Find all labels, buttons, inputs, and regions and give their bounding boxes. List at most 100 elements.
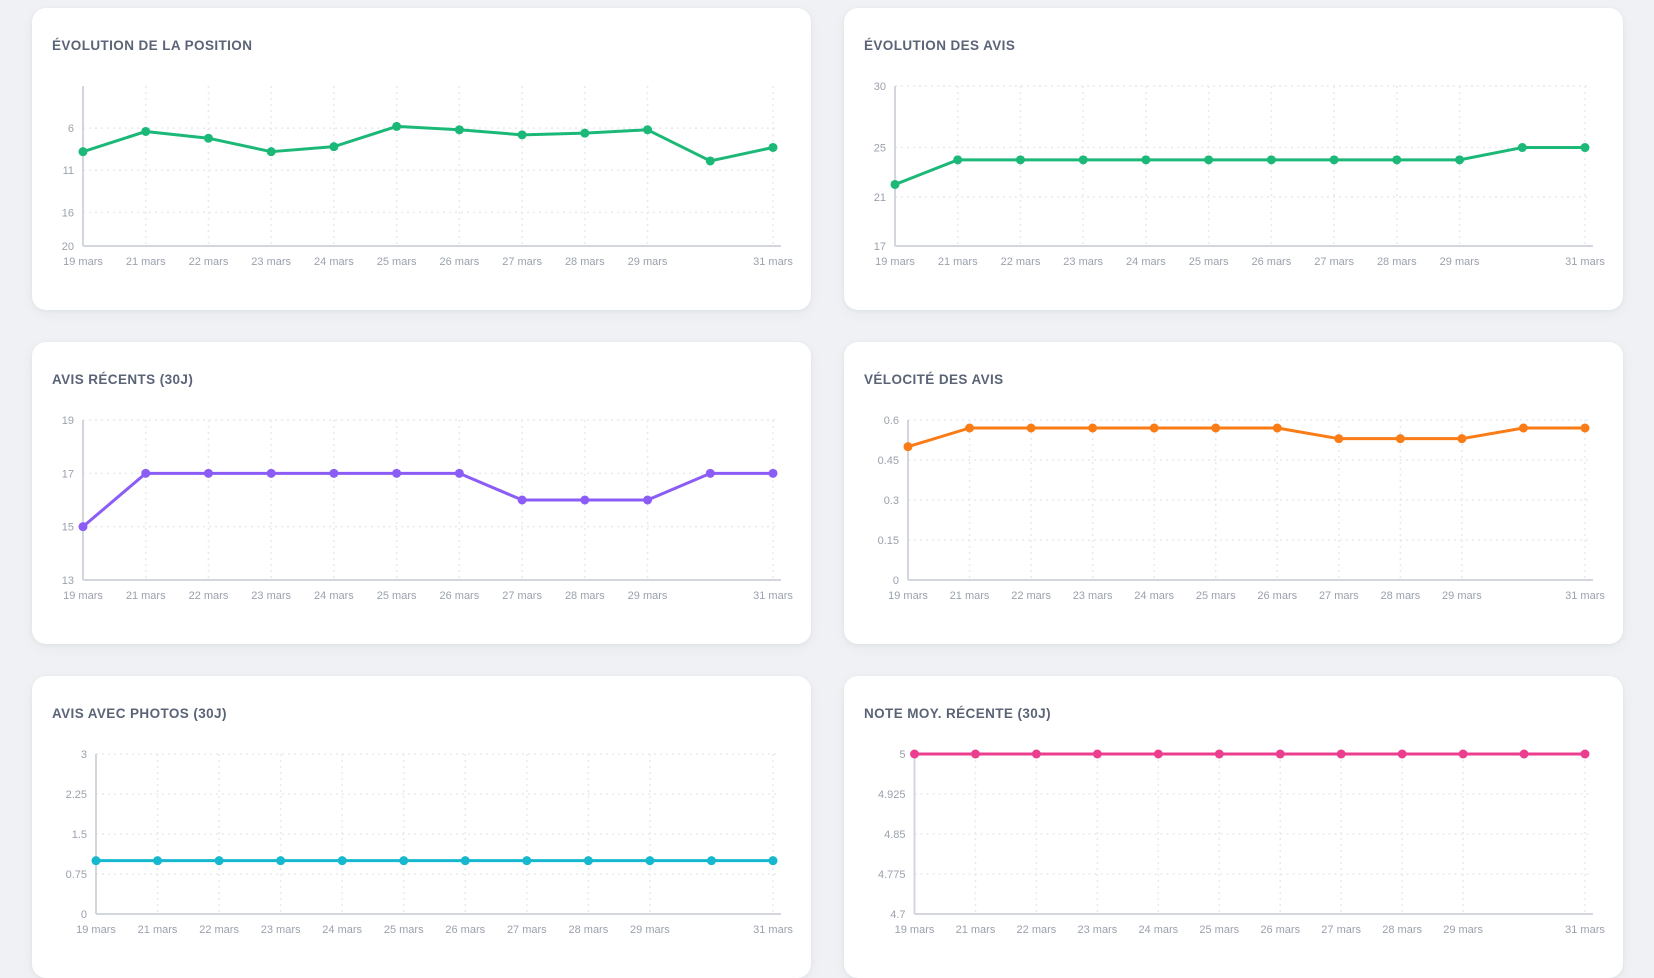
chart-title-note-moy-recente: NOTE MOY. RÉCENTE (30J): [864, 706, 1051, 721]
svg-text:28 mars: 28 mars: [1377, 256, 1417, 268]
svg-text:26 mars: 26 mars: [1260, 924, 1300, 936]
svg-text:21: 21: [874, 192, 886, 204]
svg-text:27 mars: 27 mars: [502, 590, 542, 602]
card-velocite-avis: VÉLOCITÉ DES AVIS 0.6 0.45 0.3 0.15 0 19 mars…: [844, 342, 1623, 644]
svg-text:27 mars: 27 mars: [502, 256, 542, 268]
card-evolution-position: ÉVOLUTION DE LA POSITION 6 11 16 20 19 mars 2…: [32, 8, 811, 310]
svg-text:0.15: 0.15: [878, 535, 899, 547]
svg-text:28 mars: 28 mars: [565, 256, 605, 268]
velocite-avis-chart[interactable]: 0.6 0.45 0.3 0.15 0 19 mars 21 mars 22 mars 23 m…: [844, 410, 1623, 615]
svg-text:28 mars: 28 mars: [568, 924, 608, 936]
svg-text:31 mars: 31 mars: [753, 256, 793, 268]
evolution-position-chart[interactable]: 6 11 16 20 19 mars 21 mars 22 mars 23 mars 24 ma…: [32, 76, 811, 281]
svg-text:22 mars: 22 mars: [189, 590, 229, 602]
svg-text:24 mars: 24 mars: [314, 590, 354, 602]
svg-text:19 mars: 19 mars: [76, 924, 116, 936]
svg-text:4.85: 4.85: [884, 829, 905, 841]
svg-text:6: 6: [68, 123, 74, 135]
svg-text:20: 20: [62, 241, 74, 253]
svg-text:26 mars: 26 mars: [1257, 590, 1297, 602]
svg-text:23 mars: 23 mars: [1063, 256, 1103, 268]
avis-recents-chart[interactable]: 19 17 15 13 19 mars 21 mars 22 mars 23 mars 24 m…: [32, 410, 811, 615]
svg-text:0: 0: [893, 575, 899, 587]
svg-text:31 mars: 31 mars: [1565, 590, 1605, 602]
svg-text:28 mars: 28 mars: [1380, 590, 1420, 602]
card-evolution-avis: ÉVOLUTION DES AVIS 30 25 21 17 19 mars 21 mar…: [844, 8, 1623, 310]
avis-avec-photos-chart[interactable]: 3 2.25 1.5 0.75 0 19 mars 21 mars 22 mars 23 mar…: [32, 744, 811, 949]
svg-text:29 mars: 29 mars: [630, 924, 670, 936]
svg-text:4.7: 4.7: [890, 909, 905, 921]
svg-text:25: 25: [874, 143, 886, 155]
svg-text:24 mars: 24 mars: [1134, 590, 1174, 602]
svg-text:23 mars: 23 mars: [1073, 590, 1113, 602]
svg-text:22 mars: 22 mars: [1017, 924, 1057, 936]
svg-text:30: 30: [874, 81, 886, 93]
svg-text:0.6: 0.6: [884, 415, 899, 427]
chart-title-avis-avec-photos: AVIS AVEC PHOTOS (30J): [52, 706, 227, 721]
evolution-avis-chart[interactable]: 30 25 21 17 19 mars 21 mars 22 mars 23 mars 24 m…: [844, 76, 1623, 281]
svg-text:25 mars: 25 mars: [1199, 924, 1239, 936]
svg-text:27 mars: 27 mars: [507, 924, 547, 936]
svg-text:23 mars: 23 mars: [261, 924, 301, 936]
svg-text:25 mars: 25 mars: [1189, 256, 1229, 268]
svg-text:4.925: 4.925: [878, 789, 906, 801]
svg-text:0.45: 0.45: [878, 455, 899, 467]
svg-text:23 mars: 23 mars: [251, 590, 291, 602]
svg-text:21 mars: 21 mars: [938, 256, 978, 268]
svg-text:29 mars: 29 mars: [628, 256, 668, 268]
svg-text:11: 11: [63, 165, 74, 177]
svg-text:17: 17: [874, 241, 886, 253]
svg-text:24 mars: 24 mars: [1138, 924, 1178, 936]
svg-text:0.75: 0.75: [66, 869, 87, 881]
svg-text:24 mars: 24 mars: [1126, 256, 1166, 268]
svg-text:22 mars: 22 mars: [1001, 256, 1041, 268]
svg-text:26 mars: 26 mars: [439, 256, 479, 268]
svg-text:23 mars: 23 mars: [1077, 924, 1117, 936]
chart-title-evolution-avis: ÉVOLUTION DES AVIS: [864, 38, 1016, 53]
svg-text:31 mars: 31 mars: [1565, 924, 1605, 936]
svg-text:26 mars: 26 mars: [445, 924, 485, 936]
svg-text:26 mars: 26 mars: [439, 590, 479, 602]
svg-text:29 mars: 29 mars: [1442, 590, 1482, 602]
svg-text:5: 5: [899, 749, 905, 761]
svg-text:24 mars: 24 mars: [314, 256, 354, 268]
chart-title-velocite-avis: VÉLOCITÉ DES AVIS: [864, 372, 1004, 387]
svg-text:2.25: 2.25: [66, 789, 87, 801]
svg-text:22 mars: 22 mars: [199, 924, 239, 936]
svg-text:29 mars: 29 mars: [628, 590, 668, 602]
card-avis-avec-photos: AVIS AVEC PHOTOS (30J) 3 2.25 1.5 0.75 0 19 m…: [32, 676, 811, 978]
chart-title-evolution-position: ÉVOLUTION DE LA POSITION: [52, 38, 253, 53]
svg-text:24 mars: 24 mars: [322, 924, 362, 936]
svg-text:1.5: 1.5: [72, 829, 87, 841]
svg-text:21 mars: 21 mars: [126, 590, 166, 602]
svg-text:19 mars: 19 mars: [63, 590, 103, 602]
svg-text:29 mars: 29 mars: [1440, 256, 1480, 268]
svg-text:16: 16: [62, 207, 74, 219]
svg-text:27 mars: 27 mars: [1319, 590, 1359, 602]
svg-text:0: 0: [81, 909, 87, 921]
svg-text:22 mars: 22 mars: [189, 256, 229, 268]
svg-text:19: 19: [62, 415, 74, 427]
note-moy-recente-chart[interactable]: 5 4.925 4.85 4.775 4.7 19 mars 21 mars 22 mars 2…: [844, 744, 1623, 949]
svg-text:26 mars: 26 mars: [1251, 256, 1291, 268]
svg-text:21 mars: 21 mars: [138, 924, 178, 936]
svg-text:28 mars: 28 mars: [565, 590, 605, 602]
svg-text:28 mars: 28 mars: [1382, 924, 1422, 936]
svg-text:31 mars: 31 mars: [1565, 256, 1605, 268]
svg-text:21 mars: 21 mars: [956, 924, 996, 936]
svg-text:25 mars: 25 mars: [384, 924, 424, 936]
svg-text:4.775: 4.775: [878, 869, 906, 881]
card-avis-recents: AVIS RÉCENTS (30J) 19 17 15 13 19 mars 21 mar…: [32, 342, 811, 644]
svg-text:27 mars: 27 mars: [1314, 256, 1354, 268]
svg-text:31 mars: 31 mars: [753, 924, 793, 936]
svg-text:21 mars: 21 mars: [950, 590, 990, 602]
svg-text:21 mars: 21 mars: [126, 256, 166, 268]
svg-text:19 mars: 19 mars: [888, 590, 928, 602]
svg-text:17: 17: [62, 468, 74, 480]
svg-text:25 mars: 25 mars: [377, 590, 417, 602]
svg-text:23 mars: 23 mars: [251, 256, 291, 268]
svg-text:25 mars: 25 mars: [1196, 590, 1236, 602]
chart-title-avis-recents: AVIS RÉCENTS (30J): [52, 372, 194, 387]
svg-text:31 mars: 31 mars: [753, 590, 793, 602]
